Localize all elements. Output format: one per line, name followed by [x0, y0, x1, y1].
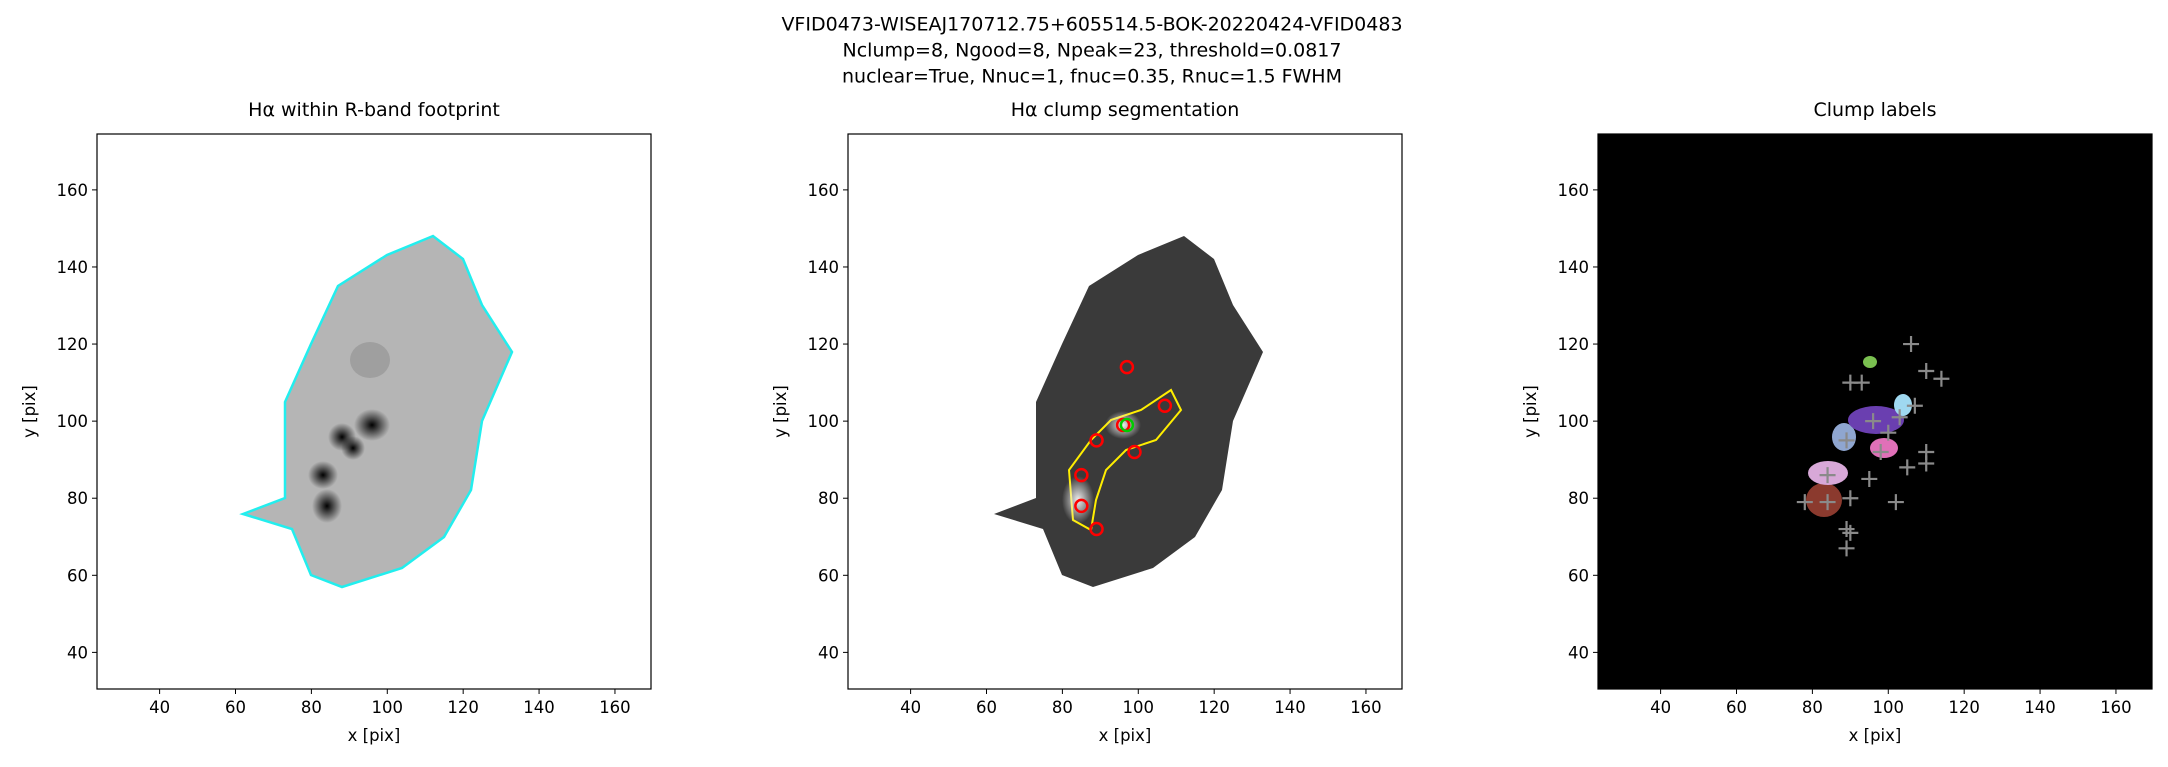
x-tick-label: 100 — [1123, 698, 1155, 717]
figure-title: Nclump=8, Ngood=8, Npeak=23, threshold=0… — [843, 40, 1342, 62]
peak-marker — [1127, 444, 1142, 460]
x-axis-label: x [pix] — [348, 726, 401, 745]
y-tick-label: 140 — [1558, 258, 1590, 277]
x-tick-label: 80 — [301, 698, 322, 717]
x-tick-label: 160 — [2100, 698, 2132, 717]
peak-marker — [1903, 336, 1920, 353]
axes-title: Hα within R-band footprint — [248, 99, 500, 121]
axes-title: Clump labels — [1813, 99, 1936, 121]
y-axis-label: y [pix] — [771, 385, 790, 438]
figure-title: nuclear=True, Nnuc=1, fnuc=0.35, Rnuc=1.… — [842, 66, 1342, 88]
x-tick-label: 80 — [1802, 698, 1823, 717]
peak-marker — [1853, 374, 1870, 391]
x-tick-label: 40 — [149, 698, 170, 717]
peak-marker — [1074, 498, 1089, 514]
peak-marker — [1842, 524, 1859, 541]
x-tick-label: 40 — [1650, 698, 1671, 717]
peak-marker — [1880, 424, 1897, 441]
peak-marker — [1872, 443, 1889, 460]
figure-title: VFID0473-WISEAJ170712.75+605514.5-BOK-20… — [781, 14, 1402, 36]
y-tick-label: 40 — [818, 643, 839, 662]
peak-marker — [1887, 494, 1904, 511]
peak-marker — [1838, 521, 1855, 538]
x-tick-label: 120 — [1948, 698, 1980, 717]
y-tick-label: 100 — [57, 412, 89, 431]
x-tick-label: 100 — [372, 698, 404, 717]
image — [241, 234, 514, 589]
image — [994, 236, 1263, 587]
peak-marker — [1842, 490, 1859, 507]
peak-marker — [1119, 359, 1135, 375]
y-tick-label: 60 — [818, 566, 839, 585]
x-axis-label: x [pix] — [1849, 726, 1902, 745]
peak-marker — [1796, 494, 1813, 511]
y-tick-label: 80 — [1568, 489, 1589, 508]
y-axis-label: y [pix] — [1521, 385, 1540, 438]
x-tick-label: 60 — [1726, 698, 1747, 717]
y-tick-label: 140 — [57, 258, 89, 277]
peak-marker — [1918, 455, 1935, 472]
y-tick-label: 160 — [1558, 181, 1590, 200]
y-tick-label: 60 — [1568, 566, 1589, 585]
peak-marker — [1838, 540, 1855, 557]
y-tick-label: 120 — [808, 335, 840, 354]
peak-marker — [1865, 413, 1882, 430]
x-tick-label: 160 — [599, 698, 631, 717]
x-tick-label: 60 — [976, 698, 997, 717]
y-tick-label: 160 — [57, 181, 89, 200]
peak-marker — [1119, 417, 1135, 433]
y-tick-label: 120 — [1558, 335, 1590, 354]
y-tick-label: 80 — [818, 489, 839, 508]
y-tick-label: 40 — [67, 643, 88, 662]
y-tick-label: 60 — [67, 566, 88, 585]
y-tick-label: 100 — [1558, 412, 1590, 431]
peak-marker — [1819, 467, 1836, 484]
axes-frame — [1597, 133, 2153, 690]
axes-title: Hα clump segmentation — [1011, 99, 1240, 121]
y-tick-label: 120 — [57, 335, 89, 354]
x-tick-label: 60 — [225, 698, 246, 717]
peak-marker — [1838, 432, 1855, 449]
peak-marker — [1861, 470, 1878, 487]
peak-marker — [1918, 363, 1935, 380]
peak-marker — [1074, 467, 1089, 483]
y-tick-label: 80 — [67, 489, 88, 508]
peak-marker — [1819, 494, 1836, 511]
peak-marker — [1906, 397, 1923, 414]
y-axis-label: y [pix] — [20, 385, 39, 438]
y-tick-label: 40 — [1568, 643, 1589, 662]
x-tick-label: 120 — [447, 698, 479, 717]
y-tick-label: 160 — [808, 181, 840, 200]
x-axis-label: x [pix] — [1099, 726, 1152, 745]
x-tick-label: 160 — [1350, 698, 1382, 717]
peak-marker — [1157, 398, 1173, 413]
axes-frame — [847, 133, 1403, 690]
peak-marker — [1089, 521, 1104, 537]
x-tick-label: 80 — [1052, 698, 1073, 717]
axes-frame — [96, 133, 652, 690]
peak-marker — [1933, 370, 1950, 387]
x-tick-label: 120 — [1198, 698, 1230, 717]
x-tick-label: 140 — [2024, 698, 2056, 717]
y-tick-label: 100 — [808, 412, 840, 431]
x-tick-label: 140 — [523, 698, 555, 717]
x-tick-label: 40 — [900, 698, 921, 717]
x-tick-label: 100 — [1873, 698, 1905, 717]
peak-marker — [1891, 409, 1908, 426]
x-tick-label: 140 — [1274, 698, 1306, 717]
image — [1598, 134, 2152, 689]
y-tick-label: 140 — [808, 258, 840, 277]
peak-marker — [1899, 459, 1916, 476]
peak-marker — [1089, 433, 1104, 448]
